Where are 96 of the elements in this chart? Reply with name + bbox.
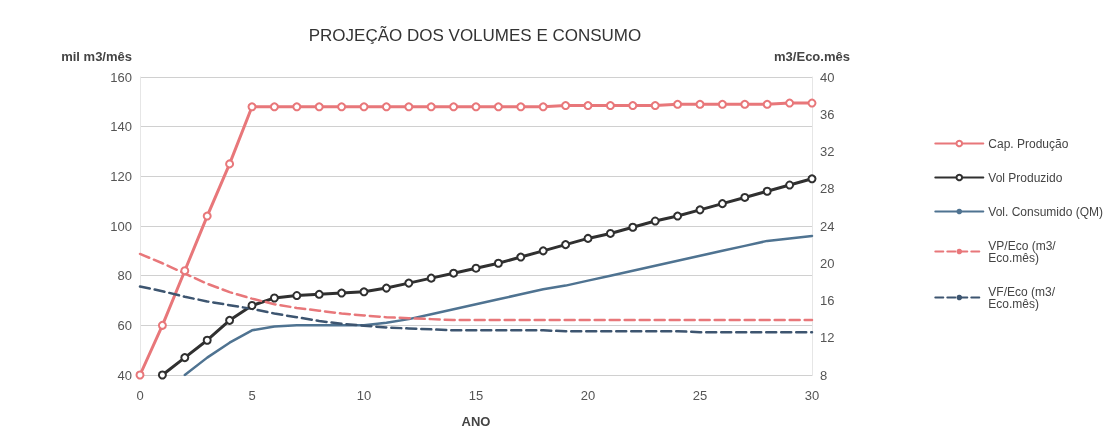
point [695, 99, 705, 109]
point [785, 98, 795, 108]
point [314, 102, 324, 112]
y2-tick-label: 36 [820, 106, 835, 122]
y-tick-label: 80 [117, 268, 132, 284]
y-tick-label: 60 [117, 317, 132, 333]
line-series [138, 285, 814, 334]
point [673, 211, 683, 221]
point [337, 288, 347, 298]
point [202, 211, 212, 221]
x-tick-label: 15 [468, 388, 484, 403]
legend-label: Vol. Consumido (QM) [988, 204, 1103, 219]
point [404, 278, 414, 288]
legend-label: VF/Eco (m3/Eco.mês) [988, 284, 1056, 311]
y-tick-label: 160 [110, 69, 132, 85]
point [493, 102, 503, 112]
point [561, 101, 571, 111]
point [717, 199, 727, 209]
x-tick-label: 0 [136, 388, 144, 403]
point [538, 102, 548, 112]
y-axis-title: mil m3/mês [61, 49, 132, 64]
point [583, 101, 593, 111]
point [516, 102, 526, 112]
x-tick-label: 20 [580, 388, 596, 403]
point [449, 102, 459, 112]
point [292, 291, 302, 301]
point [605, 228, 615, 238]
point [650, 216, 660, 226]
line-series [138, 252, 814, 322]
point [426, 102, 436, 112]
x-axis-title: ANO [461, 414, 491, 429]
point [449, 268, 459, 278]
point [247, 102, 257, 112]
point [337, 102, 347, 112]
point [583, 233, 593, 243]
point [695, 205, 705, 215]
point [269, 293, 279, 303]
point [740, 192, 750, 202]
point [381, 283, 391, 293]
y2-tick-label: 40 [820, 69, 835, 85]
point [740, 99, 750, 109]
point [762, 99, 772, 109]
y2-tick-label: 12 [820, 330, 835, 346]
y2-tick-label: 16 [820, 293, 835, 308]
point [807, 174, 817, 184]
point [180, 266, 190, 276]
point [135, 370, 145, 380]
legend-label: Cap. Produção [988, 136, 1069, 151]
y2-axis-title: m3/Eco.mês [774, 49, 850, 64]
line-series [183, 234, 814, 377]
x-tick-label: 5 [248, 388, 256, 403]
chart-title: PROJEÇÃO DOS VOLUMES E CONSUMO [308, 26, 642, 45]
y2-tick-label: 28 [820, 181, 835, 197]
y2-tick-label: 24 [820, 218, 835, 234]
point [471, 102, 481, 112]
point [807, 98, 817, 108]
x-tick-label: 25 [692, 388, 708, 403]
point [538, 246, 548, 256]
point [292, 102, 302, 112]
x-tick-label: 30 [804, 388, 820, 403]
point [247, 300, 257, 310]
legend-label: Vol Produzido [988, 170, 1063, 185]
y2-tick-label: 32 [820, 144, 835, 159]
point [628, 222, 638, 232]
point [717, 99, 727, 109]
y-tick-label: 140 [110, 119, 132, 135]
point [471, 263, 481, 273]
point [225, 315, 235, 325]
y2-tick-label: 20 [820, 255, 835, 271]
point [314, 289, 324, 299]
point [202, 335, 212, 345]
point [359, 287, 369, 297]
point [628, 101, 638, 111]
point [605, 101, 615, 111]
point [269, 102, 279, 112]
legend-label: VP/Eco (m3/Eco.mês) [988, 238, 1057, 265]
point [180, 353, 190, 363]
point [359, 102, 369, 112]
point [516, 252, 526, 262]
point [673, 99, 683, 109]
point [381, 102, 391, 112]
y-tick-label: 120 [110, 168, 132, 184]
point [426, 273, 436, 283]
x-tick-label: 10 [356, 388, 372, 403]
y2-tick-label: 8 [820, 367, 828, 383]
point [561, 240, 571, 250]
point [157, 320, 167, 330]
point [404, 102, 414, 112]
point [650, 101, 660, 111]
y-tick-label: 40 [117, 367, 132, 383]
point [785, 180, 795, 190]
point [157, 370, 167, 380]
y-tick-label: 100 [110, 218, 132, 234]
point [225, 159, 235, 169]
point [493, 258, 503, 268]
point [762, 186, 772, 196]
